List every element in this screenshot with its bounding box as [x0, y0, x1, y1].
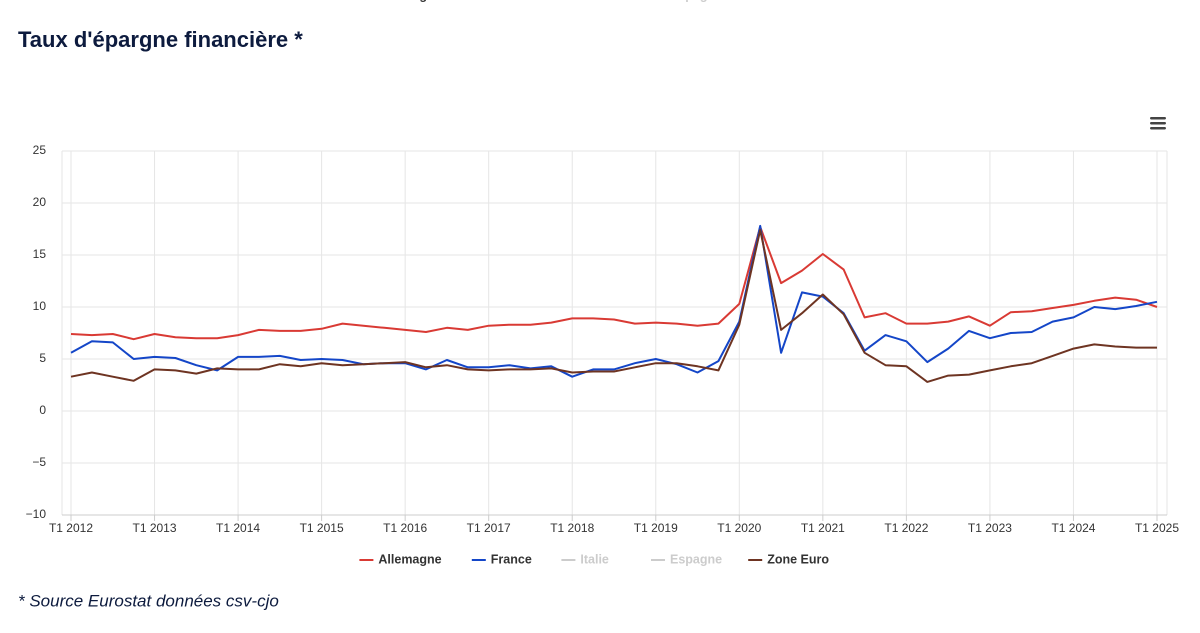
series-line	[70, 225, 1158, 341]
y-tick-label: 15	[33, 247, 47, 261]
legend-label[interactable]: Zone Euro	[767, 552, 829, 566]
series-line	[70, 224, 1158, 378]
x-tick-label: T1 2013	[133, 521, 177, 535]
footnote: * Source Eurostat données csv-cjo	[18, 591, 279, 610]
y-tick-label: 20	[33, 195, 47, 209]
x-tick-label: T1 2023	[968, 521, 1012, 535]
y-tick-label: −5	[32, 455, 46, 469]
x-tick-label: T1 2017	[467, 521, 511, 535]
legend-item[interactable]: Italie	[561, 552, 609, 566]
chart-title: Taux d'épargne financière *	[18, 27, 303, 52]
x-tick-label: T1 2020	[717, 521, 761, 535]
x-tick-label: T1 2014	[216, 521, 260, 535]
y-tick-label: 5	[39, 351, 46, 365]
menu-bar[interactable]	[1150, 117, 1166, 120]
x-tick-label: T1 2019	[634, 521, 678, 535]
legend-item[interactable]: Allemagne	[359, 0, 441, 2]
legend-item[interactable]: Espagne	[651, 552, 722, 566]
x-tick-label: T1 2024	[1051, 521, 1095, 535]
x-tick-label: T1 2025	[1135, 521, 1179, 535]
legend-item[interactable]: Espagne	[651, 0, 722, 2]
legend-label[interactable]: Zone Euro	[767, 0, 829, 2]
y-tick-label: 10	[33, 299, 47, 313]
menu-bar[interactable]	[1150, 127, 1166, 130]
menu-button[interactable]	[1150, 117, 1166, 130]
x-tick-label: T1 2022	[884, 521, 928, 535]
x-tick-label: T1 2021	[801, 521, 845, 535]
legend-label[interactable]: Espagne	[670, 0, 722, 2]
y-tick-label: 0	[39, 403, 46, 417]
legend-item[interactable]: Italie	[561, 0, 609, 2]
x-tick-label: T1 2018	[550, 521, 594, 535]
menu-bar[interactable]	[1150, 122, 1166, 125]
legend-item[interactable]: Zone Euro	[748, 0, 829, 2]
series-line	[70, 229, 1157, 383]
legend-label[interactable]: Allemagne	[378, 0, 441, 2]
legend-label[interactable]: Allemagne	[378, 552, 441, 566]
legend-item[interactable]: Zone Euro	[748, 552, 829, 566]
y-tick-label: 25	[33, 143, 47, 157]
legend-item[interactable]: Allemagne	[359, 552, 442, 566]
y-tick-label: −10	[26, 507, 47, 521]
x-tick-label: T1 2016	[383, 521, 427, 535]
legend-item[interactable]: France	[472, 0, 532, 2]
x-tick-label: T1 2015	[300, 521, 344, 535]
legend-label[interactable]: Italie	[580, 552, 609, 566]
legend-label[interactable]: Italie	[580, 0, 609, 2]
legend-item[interactable]: France	[471, 552, 532, 566]
legend-label[interactable]: Espagne	[670, 552, 722, 566]
x-tick-label: T1 2012	[49, 521, 93, 535]
legend-label[interactable]: France	[491, 552, 532, 566]
legend-label[interactable]: France	[491, 0, 532, 2]
